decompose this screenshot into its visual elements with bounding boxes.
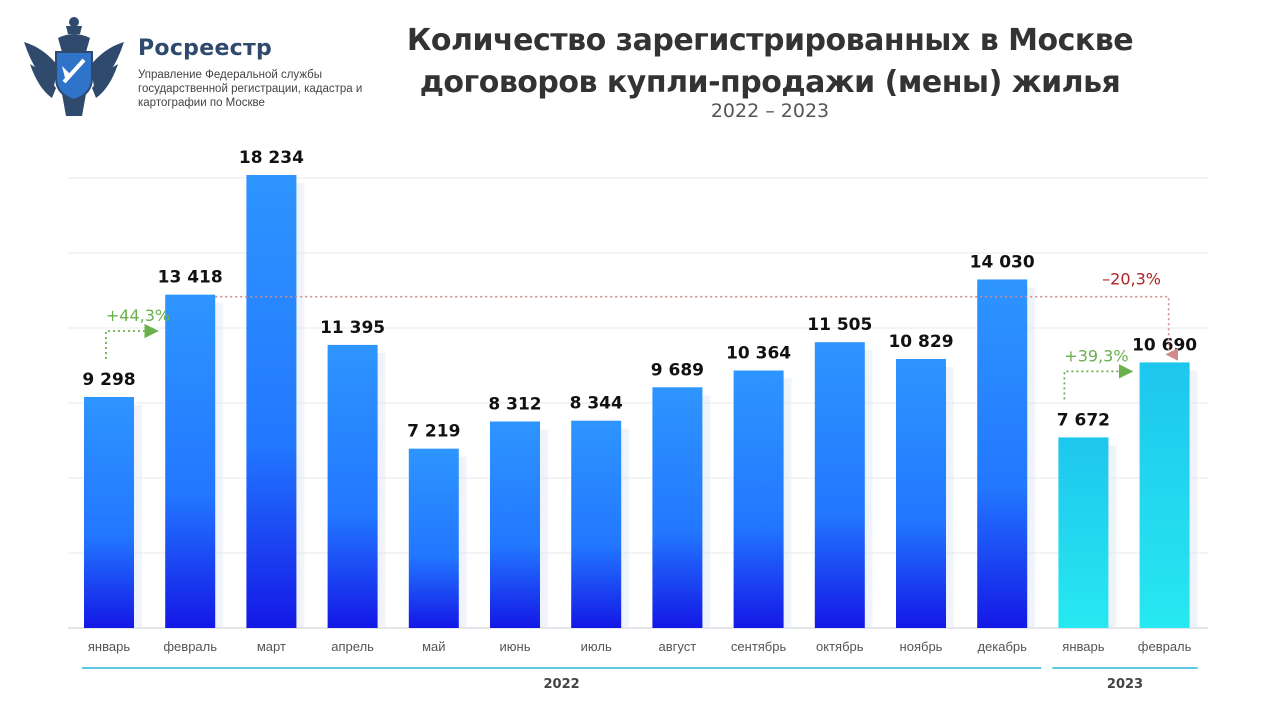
value-label: 9 298 — [82, 370, 135, 390]
chart-subtitle: 2022 – 2023 — [710, 100, 830, 122]
year-group-label: 2023 — [1107, 677, 1143, 692]
value-label: 11 505 — [807, 315, 872, 335]
chart-title: Количество зарегистрированных в Москве д… — [406, 23, 1134, 100]
category-label: июнь — [500, 639, 531, 654]
bar — [814, 342, 865, 628]
org-name: Росреестр — [138, 36, 273, 61]
org-subtitle: Управление Федеральной службы государств… — [138, 69, 363, 109]
change-label: +39,3% — [1064, 346, 1128, 365]
bar — [1139, 362, 1190, 628]
year-group-label: 2022 — [544, 677, 580, 692]
category-label: апрель — [331, 639, 374, 654]
bar — [571, 420, 622, 628]
value-label: 10 829 — [888, 332, 953, 352]
bar — [733, 370, 784, 628]
bar — [977, 279, 1028, 628]
category-label: январь — [1062, 639, 1104, 654]
eagle-emblem-icon — [24, 17, 124, 116]
category-label: ноябрь — [900, 639, 943, 654]
category-label: февраль — [163, 639, 217, 654]
category-label: февраль — [1138, 639, 1192, 654]
category-label: январь — [88, 639, 130, 654]
change-label: +44,3% — [106, 306, 170, 325]
category-label: август — [659, 639, 697, 654]
bar — [246, 175, 297, 628]
category-label: март — [257, 639, 286, 654]
value-label: 7 672 — [1057, 410, 1110, 430]
value-label: 8 344 — [570, 394, 623, 414]
value-label: 18 234 — [239, 148, 304, 168]
bar — [896, 358, 946, 628]
category-label: декабрь — [977, 639, 1027, 654]
category-label: сентябрь — [731, 639, 787, 654]
value-label: 8 312 — [488, 394, 541, 414]
change-arrow — [215, 295, 1179, 361]
change-arrow — [105, 323, 159, 360]
bar — [327, 344, 378, 628]
bar — [652, 387, 703, 628]
bar — [84, 397, 134, 628]
value-label: 11 395 — [320, 318, 385, 338]
change-label: –20,3% — [1102, 270, 1161, 289]
value-label: 13 418 — [158, 268, 223, 288]
value-label: 7 219 — [407, 422, 460, 442]
value-label: 10 690 — [1132, 335, 1197, 355]
bar — [1058, 437, 1109, 628]
value-label: 10 364 — [726, 344, 791, 364]
bar — [165, 294, 216, 628]
bar — [490, 421, 540, 628]
category-label: октябрь — [816, 639, 864, 654]
value-label: 9 689 — [651, 360, 704, 380]
change-arrow — [1063, 364, 1134, 400]
bar — [408, 448, 459, 628]
category-label: май — [422, 639, 445, 654]
value-label: 14 030 — [970, 252, 1035, 272]
category-label: июль — [581, 639, 612, 654]
